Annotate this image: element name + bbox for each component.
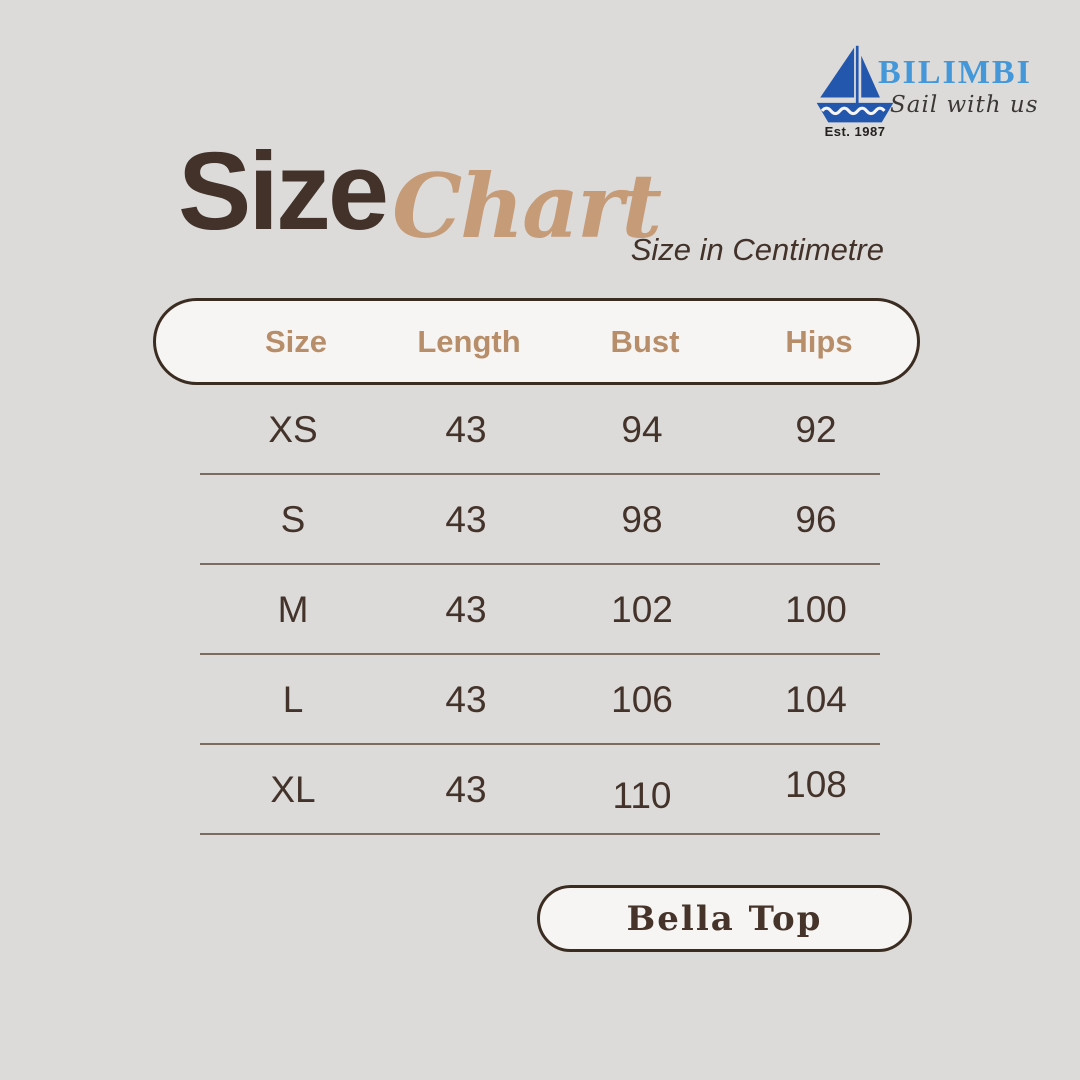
table-row-m: M 43 102 100 [153, 565, 920, 655]
table-row-xl: XL 43 110 108 [153, 745, 920, 835]
cell-size: S [280, 499, 306, 540]
page-title: Size Chart [178, 128, 662, 258]
cell-hips: 100 [785, 589, 847, 630]
column-header-hips: Hips [785, 324, 853, 359]
table-row-l: L 43 106 104 [153, 655, 920, 745]
title-main: Size [178, 130, 389, 253]
column-header-bust: Bust [610, 324, 680, 359]
table-header-pill: Size Length Bust Hips [153, 298, 920, 385]
title-accent: Chart [392, 154, 662, 258]
brand-tagline: Sail with us [890, 92, 1039, 118]
cell-size: M [277, 589, 309, 630]
cell-hips: 104 [785, 679, 847, 720]
table-row-xs: XS 43 94 92 [153, 385, 920, 475]
cell-bust: 102 [611, 589, 673, 630]
cell-bust: 98 [621, 499, 663, 540]
cell-size: L [282, 679, 304, 720]
column-header-length: Length [417, 324, 521, 359]
product-label: Bella Top [626, 898, 823, 939]
size-table: XS 43 94 92 S 43 98 96 M 43 102 100 L 43… [153, 385, 920, 835]
cell-size: XS [268, 409, 318, 450]
cell-size: XL [270, 769, 316, 810]
cell-length: 43 [445, 679, 487, 720]
product-label-pill: Bella Top [537, 885, 912, 952]
brand-established: Est. 1987 [824, 124, 886, 139]
unit-note: Size in Centimetre [630, 232, 884, 267]
column-header-size: Size [264, 324, 328, 359]
cell-hips: 108 [785, 764, 847, 805]
cell-hips: 96 [795, 499, 837, 540]
cell-hips: 92 [795, 409, 837, 450]
cell-length: 43 [445, 769, 487, 810]
cell-bust: 110 [612, 775, 672, 816]
cell-bust: 106 [611, 679, 673, 720]
sailboat-icon [816, 45, 894, 123]
brand-logo: Est. 1987 BILIMBI Sail with us [810, 42, 1050, 142]
cell-length: 43 [445, 409, 487, 450]
table-row-s: S 43 98 96 [153, 475, 920, 565]
brand-name: BILIMBI [878, 54, 1032, 91]
cell-length: 43 [445, 499, 487, 540]
cell-bust: 94 [621, 409, 663, 450]
cell-length: 43 [445, 589, 487, 630]
